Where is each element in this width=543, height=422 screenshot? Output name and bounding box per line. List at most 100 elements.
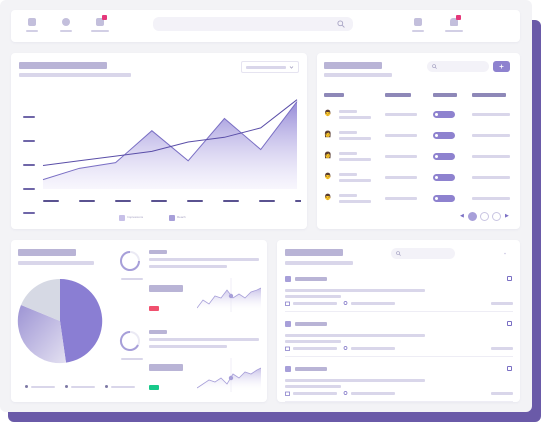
- x-tick-label: [43, 200, 59, 202]
- series-line-impressions: [42, 101, 298, 181]
- progress-ring: [120, 251, 140, 271]
- nav-analytics[interactable]: [55, 18, 77, 32]
- avatar: 👨: [324, 195, 332, 201]
- users-table-card: 👨 👩 👩 👨 👨 ◀ ▶: [317, 53, 520, 229]
- status-toggle[interactable]: [433, 195, 455, 202]
- location-icon: [343, 346, 348, 350]
- x-tick-label: [259, 200, 275, 202]
- stats-title: [18, 249, 76, 256]
- calendar-icon: [285, 391, 290, 396]
- chart-subtitle: [19, 73, 131, 77]
- chart-title: [19, 62, 107, 69]
- table-row[interactable]: 👩: [317, 130, 520, 144]
- status-toggle[interactable]: [433, 174, 455, 181]
- calendar-icon: [414, 18, 422, 26]
- tasks-title: [285, 249, 343, 256]
- chart-legend: Impressions Reach: [119, 214, 209, 222]
- inbox-icon: [96, 15, 107, 26]
- table-subtitle: [324, 73, 392, 77]
- trend-badge-down: [149, 306, 159, 311]
- avatar: 👨: [324, 111, 332, 117]
- range-dropdown[interactable]: [241, 61, 299, 73]
- table-search-input[interactable]: [427, 61, 489, 72]
- metric-title: [149, 250, 167, 254]
- legend-label-reach: Reach: [177, 215, 186, 219]
- page-button[interactable]: [480, 212, 489, 221]
- plus-icon: [499, 64, 504, 69]
- page-button[interactable]: [492, 212, 501, 221]
- search-input[interactable]: [153, 17, 353, 31]
- table-row[interactable]: 👨: [317, 109, 520, 123]
- status-toggle[interactable]: [433, 132, 455, 139]
- sparkline-chart: [197, 278, 261, 312]
- search-icon: [432, 64, 437, 69]
- y-tick-label: [23, 164, 35, 166]
- nav-notifications[interactable]: [443, 15, 465, 32]
- page-button[interactable]: [468, 212, 477, 221]
- series-line-reach: [42, 99, 298, 166]
- y-tick-label: [23, 116, 35, 118]
- sparkline-area: [197, 368, 261, 392]
- list-item[interactable]: [277, 366, 520, 406]
- pagination: ◀ ▶: [460, 211, 516, 223]
- sparkline-line: [197, 287, 261, 309]
- bell-icon: [450, 15, 461, 26]
- divider: [285, 311, 513, 312]
- metric-title: [149, 330, 167, 334]
- more-icon[interactable]: [503, 252, 507, 255]
- x-tick-label: [187, 200, 203, 202]
- sparkline-chart: [197, 358, 261, 392]
- stats-subtitle: [18, 261, 94, 265]
- notification-dot: [102, 15, 107, 20]
- avatar: 👨: [324, 174, 332, 180]
- task-tag-icon: [285, 321, 291, 327]
- column-header: [433, 93, 457, 97]
- nav-home[interactable]: [21, 18, 43, 32]
- avatar: 👩: [324, 132, 332, 138]
- nav-inbox[interactable]: [89, 15, 111, 32]
- status-toggle[interactable]: [433, 153, 455, 160]
- avatar: 👩: [324, 153, 332, 159]
- sparkline-point: [228, 293, 234, 299]
- pie-chart: [17, 278, 103, 364]
- tasks-subtitle: [285, 261, 353, 265]
- prev-page-icon[interactable]: ◀: [460, 213, 464, 219]
- table-row[interactable]: 👨: [317, 193, 520, 207]
- calendar-icon: [285, 301, 290, 306]
- top-nav: [11, 10, 520, 42]
- location-icon: [343, 301, 348, 305]
- table-title: [324, 62, 382, 69]
- nav-calendar[interactable]: [407, 18, 429, 32]
- list-item[interactable]: [277, 321, 520, 361]
- column-header: [472, 93, 506, 97]
- legend-swatch-reach: [169, 215, 175, 221]
- y-tick-label: [23, 188, 35, 190]
- tasks-search-input[interactable]: [391, 248, 455, 259]
- chart-icon: [62, 18, 70, 26]
- divider: [285, 401, 513, 402]
- checkbox[interactable]: [507, 276, 512, 281]
- search-icon: [337, 20, 345, 28]
- impressions-chart-card: Impressions Reach: [11, 53, 307, 229]
- table-row[interactable]: 👨: [317, 172, 520, 186]
- next-page-icon[interactable]: ▶: [505, 213, 509, 219]
- column-header: [324, 93, 344, 97]
- calendar-icon: [285, 346, 290, 351]
- checkbox[interactable]: [507, 321, 512, 326]
- table-row[interactable]: 👩: [317, 151, 520, 165]
- task-tag-icon: [285, 366, 291, 372]
- legend-swatch-impressions: [119, 215, 125, 221]
- list-item[interactable]: [277, 276, 520, 316]
- progress-ring: [119, 330, 140, 351]
- x-tick-label: [151, 200, 167, 202]
- legend-label-impressions: Impressions: [127, 215, 144, 219]
- status-toggle[interactable]: [433, 111, 455, 118]
- add-button[interactable]: [493, 61, 510, 72]
- impressions-reach-chart: [23, 99, 301, 214]
- location-icon: [343, 391, 348, 395]
- notification-dot: [456, 15, 461, 20]
- pie-legend: [25, 384, 145, 390]
- trend-badge-up: [149, 385, 159, 390]
- checkbox[interactable]: [507, 366, 512, 371]
- sparkline-area: [197, 288, 261, 312]
